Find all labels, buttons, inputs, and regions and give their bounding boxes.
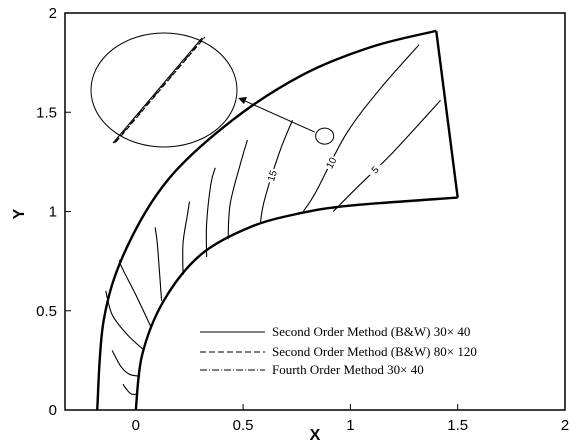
contour-label: 5 <box>370 164 382 176</box>
contour-line <box>154 227 163 301</box>
legend-label: Second Order Method (B&W) 30× 40 <box>272 324 470 339</box>
x-tick-label: 1.5 <box>447 417 468 434</box>
legend-label: Fourth Order Method 30× 40 <box>272 362 424 377</box>
zoom-inset <box>90 32 335 148</box>
domain-boundaries <box>95 29 459 411</box>
contour-line <box>122 383 138 395</box>
outflow-boundary <box>435 30 459 198</box>
zoom-line-solid <box>112 37 203 144</box>
contour-label-bg <box>264 167 280 185</box>
y-tick-label: 0 <box>49 402 57 419</box>
contour-line <box>205 167 216 258</box>
legend: Second Order Method (B&W) 30× 40 Second O… <box>200 324 477 377</box>
y-tick-label: 1.5 <box>36 104 57 121</box>
axis-ticks: 0 0.5 1 1.5 2 0 0.5 1 1.5 2 <box>36 5 569 434</box>
contour-line <box>302 44 420 212</box>
y-tick-label: 1 <box>49 204 57 221</box>
zoom-region-marker <box>315 127 335 145</box>
contour-lines: 5 10 15 <box>105 44 441 395</box>
zoom-arrow <box>242 99 315 133</box>
zoom-inset-circle <box>90 32 238 148</box>
contour-line <box>182 201 191 276</box>
y-tick-label: 0.5 <box>36 303 57 320</box>
contour-label: 10 <box>325 155 340 170</box>
contour-line <box>227 139 248 240</box>
contour-label-bg <box>365 160 385 179</box>
contour-line <box>332 99 441 212</box>
x-tick-label: 1 <box>346 417 354 434</box>
y-tick-label: 2 <box>49 5 57 22</box>
contour-line <box>119 258 152 327</box>
body-boundary <box>134 196 458 411</box>
contour-label: 15 <box>266 169 280 183</box>
y-axis-label: Y <box>11 208 28 219</box>
x-axis-label: X <box>310 427 321 444</box>
x-tick-label: 0.5 <box>233 417 254 434</box>
zoom-line-dashed <box>115 36 206 143</box>
contour-line <box>105 290 145 351</box>
x-tick-label: 2 <box>561 417 569 434</box>
contour-line <box>111 350 141 377</box>
legend-label: Second Order Method (B&W) 80× 120 <box>272 344 477 359</box>
shock-boundary <box>95 29 437 411</box>
zoom-line-dashdot <box>114 37 204 144</box>
zoom-arrowhead <box>238 97 247 104</box>
contour-label-bg <box>322 153 340 172</box>
x-tick-label: 0 <box>132 417 140 434</box>
